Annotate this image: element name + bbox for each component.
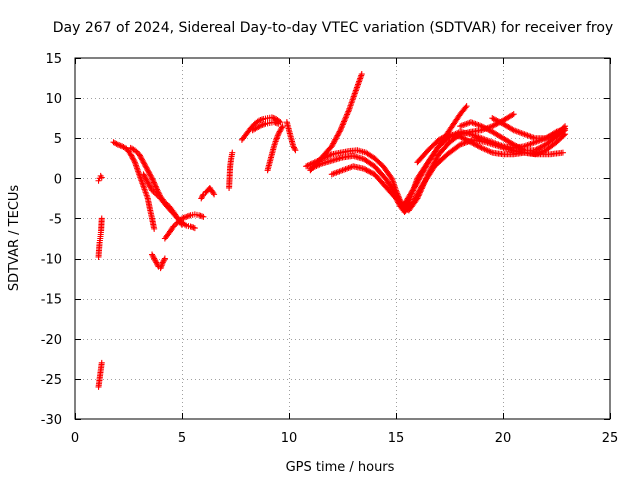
- data-point-markers: [149, 251, 168, 272]
- y-tick-label: -5: [49, 212, 62, 227]
- series-sat-f: [198, 184, 218, 202]
- series-sat-early-c: [95, 172, 105, 184]
- x-tick-label: 5: [178, 431, 186, 446]
- data-point-markers: [226, 149, 236, 191]
- y-tick-label: 10: [45, 92, 62, 107]
- x-axis-label: GPS time / hours: [286, 460, 395, 475]
- series-sat-e: [161, 211, 207, 242]
- data-point-markers: [283, 119, 299, 154]
- data-point-markers: [95, 215, 105, 260]
- data-points: [95, 71, 569, 390]
- data-point-markers: [238, 114, 284, 143]
- y-tick-label: -20: [41, 333, 62, 348]
- x-tick-label: 25: [602, 431, 619, 446]
- series-sat-s: [489, 115, 569, 142]
- series-sat-i: [249, 119, 282, 134]
- data-point-markers: [249, 119, 282, 134]
- x-tick-label: 20: [495, 431, 512, 446]
- series-sat-k: [283, 119, 299, 154]
- series-sat-g: [226, 149, 236, 191]
- y-tick-label: 15: [45, 52, 62, 67]
- series-sat-h: [238, 114, 284, 143]
- axis-ticks: [75, 58, 611, 420]
- series-sat-q: [414, 131, 569, 166]
- x-tick-label: 10: [281, 431, 298, 446]
- series-sat-early-b: [95, 215, 105, 260]
- y-tick-label: -15: [41, 293, 62, 308]
- data-point-markers: [264, 123, 286, 174]
- data-point-markers: [414, 131, 569, 166]
- data-point-markers: [110, 139, 158, 232]
- data-point-markers: [198, 184, 218, 202]
- x-tick-label: 15: [388, 431, 405, 446]
- y-tick-label: -30: [41, 413, 62, 428]
- y-tick-label: -25: [41, 373, 62, 388]
- x-tick-labels: 0 5 10 15 20 25: [71, 431, 618, 446]
- series-sat-j: [264, 123, 286, 174]
- y-tick-label: -10: [41, 253, 62, 268]
- series-sat-d: [149, 251, 168, 272]
- x-tick-label: 0: [71, 431, 79, 446]
- y-axis-label: SDTVAR / TECUs: [7, 185, 22, 292]
- data-point-markers: [489, 115, 569, 142]
- data-point-markers: [95, 359, 105, 390]
- plot-frame: [74, 57, 611, 420]
- series-sat-a: [110, 139, 158, 232]
- series-sat-early-a: [95, 359, 105, 390]
- data-point-markers: [95, 172, 105, 184]
- y-tick-label: 5: [54, 132, 62, 147]
- grid-lines: [75, 58, 610, 419]
- y-tick-label: 0: [54, 172, 62, 187]
- y-tick-labels: -30 -25 -20 -15 -10 -5 0 5 10 15: [41, 52, 62, 428]
- data-point-markers: [161, 211, 207, 242]
- chart-title: Day 267 of 2024, Sidereal Day-to-day VTE…: [53, 20, 613, 36]
